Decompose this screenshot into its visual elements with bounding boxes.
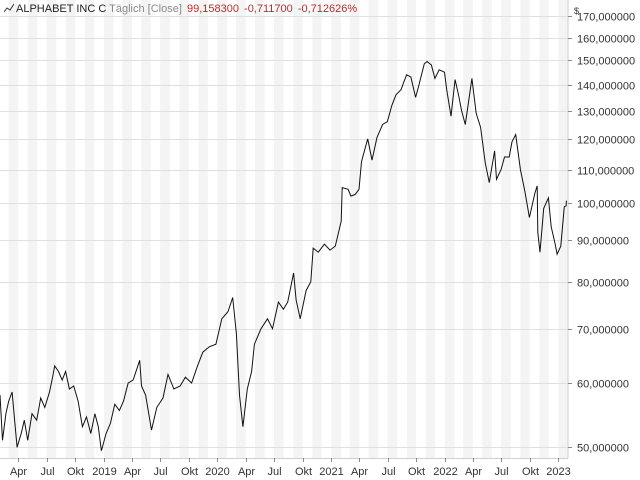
month-band xyxy=(141,0,151,458)
month-band xyxy=(122,0,132,458)
x-tick-label: 2022 xyxy=(433,466,457,478)
x-tick-label: Jul xyxy=(381,466,395,478)
y-tick-label: 130,000000 xyxy=(577,107,635,119)
price-series-line xyxy=(0,60,567,451)
x-tick-label: Jul xyxy=(40,466,54,478)
y-tick-label: 80,000000 xyxy=(577,278,629,290)
last-value: 99,158300 xyxy=(186,3,239,15)
month-band xyxy=(274,0,284,458)
x-tick-label: Apr xyxy=(351,466,368,478)
y-tick-label: 100,000000 xyxy=(577,199,635,211)
y-axis: 50,000000 60,000000 70,000000 80,000000 90,0… xyxy=(567,0,635,458)
month-band xyxy=(255,0,265,458)
y-tick-label: 60,000000 xyxy=(577,379,629,391)
x-axis: Apr Jul Okt 2019 Apr Jul Okt 2020 Apr Jul Okt 2021 A… xyxy=(0,458,571,478)
month-band xyxy=(482,0,492,458)
x-tick-label: Jul xyxy=(153,466,167,478)
month-band xyxy=(463,0,473,458)
x-tick-label: Apr xyxy=(10,466,27,478)
y-tick-label: 70,000000 xyxy=(577,325,629,337)
y-tick-label: 160,000000 xyxy=(577,34,635,46)
change-percent: -0,712626% xyxy=(297,3,358,15)
month-band xyxy=(312,0,322,458)
y-tick-label: 120,000000 xyxy=(577,135,635,147)
x-tick-label: Apr xyxy=(124,466,141,478)
month-band xyxy=(368,0,379,458)
month-band xyxy=(331,0,341,458)
month-band xyxy=(501,0,511,458)
x-tick-label: 2023 xyxy=(546,466,570,478)
month-band xyxy=(539,0,549,458)
x-tick-label: 2020 xyxy=(205,466,229,478)
month-band xyxy=(558,0,568,458)
x-tick-label: Okt xyxy=(522,466,539,478)
x-tick-label: Okt xyxy=(181,466,198,478)
month-band xyxy=(425,0,436,458)
month-band xyxy=(406,0,417,458)
month-band xyxy=(65,0,76,458)
month-band xyxy=(8,0,19,458)
y-tick-label: 140,000000 xyxy=(577,81,635,93)
y-axis-unit-label: $ xyxy=(574,6,579,16)
x-tick-label: Jul xyxy=(267,466,281,478)
line-chart-icon xyxy=(3,3,15,13)
y-tick-label: 50,000000 xyxy=(577,443,629,455)
x-tick-label: Okt xyxy=(408,466,425,478)
x-tick-label: Okt xyxy=(67,466,84,478)
instrument-name: ALPHABET INC C xyxy=(16,3,107,15)
frequency-label: Täglich [Close] xyxy=(109,3,182,15)
chart-legend: ALPHABET INC C Täglich [Close] 99,158300… xyxy=(3,3,358,15)
y-tick-label: 110,000000 xyxy=(577,166,634,178)
y-tick-label: 90,000000 xyxy=(577,236,629,248)
x-tick-label: Jul xyxy=(494,466,508,478)
x-tick-label: 2019 xyxy=(92,466,116,478)
x-tick-label: 2021 xyxy=(319,466,343,478)
month-band xyxy=(46,0,57,458)
month-band xyxy=(236,0,246,458)
month-band xyxy=(160,0,170,458)
x-tick-label: Okt xyxy=(295,466,312,478)
month-band xyxy=(293,0,303,458)
month-band xyxy=(103,0,114,458)
month-band xyxy=(349,0,360,458)
month-band xyxy=(387,0,398,458)
grid-lines xyxy=(0,16,568,448)
x-tick-label: Apr xyxy=(465,466,482,478)
month-band xyxy=(179,0,189,458)
change-absolute: -0,711700 xyxy=(244,3,293,15)
month-band xyxy=(27,0,38,458)
y-tick-label: 170,000000 xyxy=(577,12,635,24)
month-band xyxy=(217,0,228,458)
y-tick-label: 150,000000 xyxy=(577,56,635,68)
x-tick-label: Apr xyxy=(238,466,255,478)
month-bands xyxy=(8,0,568,458)
month-band xyxy=(444,0,455,458)
month-band xyxy=(520,0,530,458)
month-band xyxy=(84,0,95,458)
month-band xyxy=(198,0,208,458)
